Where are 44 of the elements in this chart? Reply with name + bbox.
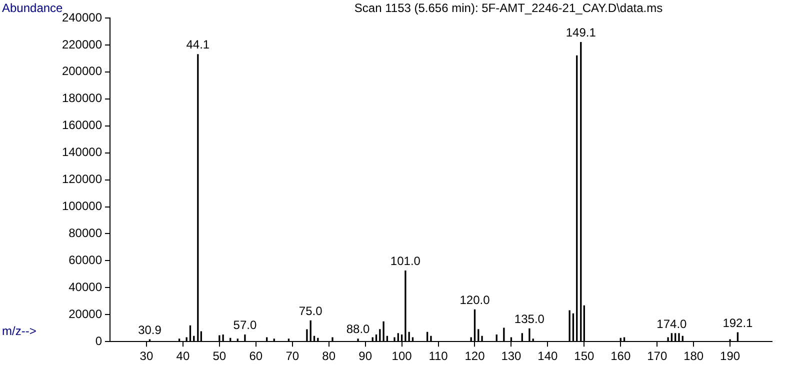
x-axis-title: m/z--> (2, 324, 36, 338)
x-tick-label: 60 (249, 349, 263, 364)
x-tick-label: 110 (428, 349, 448, 364)
x-tick-label: 190 (720, 349, 740, 364)
x-tick-label: 140 (538, 349, 558, 364)
x-tick-label: 30 (140, 349, 154, 364)
x-tick-label: 180 (684, 349, 704, 364)
annotation: 135.0 (514, 312, 545, 326)
x-tick-label: 160 (610, 349, 631, 364)
y-tick-label: 20000 (68, 306, 102, 321)
annotation: 30.9 (138, 322, 162, 337)
x-tick-label: 90 (358, 349, 372, 364)
y-axis-title: Abundance (2, 1, 63, 15)
y-tick-label: 120000 (62, 172, 102, 186)
annotation: 120.0 (460, 292, 490, 307)
y-tick-label: 220000 (62, 37, 102, 52)
annotation: 57.0 (233, 318, 257, 332)
y-tick-label: 60000 (68, 253, 102, 268)
y-tick-label: 240000 (62, 10, 102, 24)
x-tick-label: 170 (647, 349, 668, 364)
annotation: 192.1 (722, 316, 754, 330)
x-tick-label: 150 (574, 349, 594, 364)
y-tick-label: 40000 (68, 280, 102, 294)
y-tick-label: 200000 (62, 64, 102, 78)
chart-title: Scan 1153 (5.656 min): 5F-AMT_2246-21_CAY.D\data.ms (354, 1, 663, 15)
annotation: 174.0 (656, 316, 688, 331)
annotation: 101.0 (390, 254, 421, 268)
x-tick-label: 70 (286, 349, 300, 364)
annotation: 44.1 (186, 38, 210, 52)
x-tick-label: 130 (501, 349, 522, 364)
annotation: 149.1 (566, 26, 596, 40)
x-tick-label: 80 (322, 349, 336, 364)
y-tick-label: 100000 (62, 199, 102, 214)
y-tick-label: 80000 (68, 226, 102, 240)
x-tick-label: 120 (464, 349, 486, 364)
x-tick-label: 40 (176, 349, 190, 364)
y-tick-label: 160000 (62, 118, 102, 132)
y-tick-label: 140000 (62, 145, 102, 160)
x-tick-label: 50 (212, 349, 226, 364)
annotation: 88.0 (346, 322, 370, 336)
x-tick-label: 100 (392, 349, 412, 364)
annotation: 75.0 (298, 304, 323, 318)
y-tick-label: 0 (95, 334, 102, 348)
y-tick-label: 180000 (62, 91, 102, 106)
